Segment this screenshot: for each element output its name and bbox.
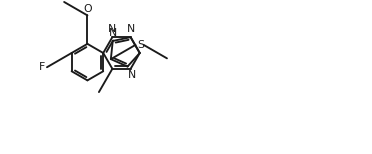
Text: O: O bbox=[83, 4, 92, 14]
Text: S: S bbox=[137, 40, 144, 50]
Text: N: N bbox=[108, 24, 116, 34]
Text: N: N bbox=[109, 28, 117, 38]
Text: N: N bbox=[128, 70, 137, 80]
Text: F: F bbox=[39, 62, 45, 72]
Text: N: N bbox=[127, 24, 135, 34]
